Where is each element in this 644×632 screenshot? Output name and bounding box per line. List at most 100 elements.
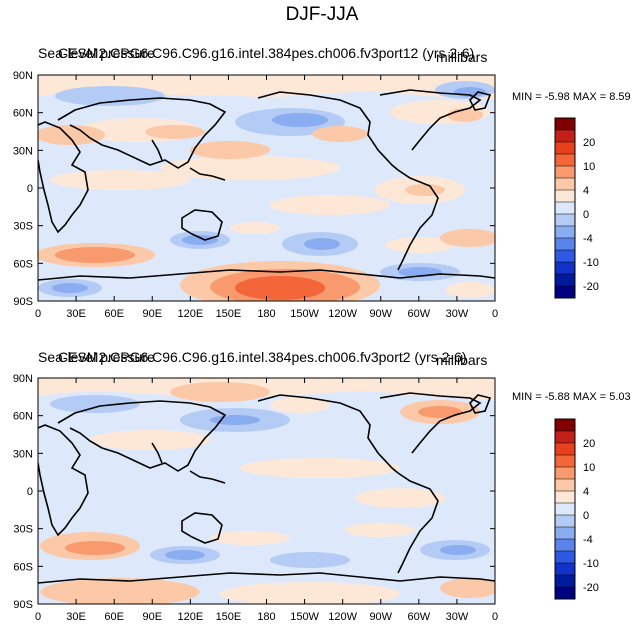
panel2-case-title: CESM2.CPG6.C96.C96.g16.intel.384pes.ch00… (58, 349, 467, 365)
map2-x-tick-label: 0 (492, 611, 498, 623)
map1-x-tick-label: 150E (216, 308, 242, 320)
map1-x-tick-label: 150W (290, 308, 319, 320)
colorbar1-swatch (555, 250, 575, 263)
colorbar1-swatch (555, 130, 575, 143)
map2-x-tick-label: 150E (216, 611, 242, 623)
panel2-min-value: -5.88 (544, 391, 570, 403)
colorbar1-swatch (555, 178, 575, 191)
colorbar2-swatch (555, 563, 575, 576)
colorbar2-swatch (555, 431, 575, 444)
colorbar2-label: 20 (583, 438, 595, 450)
colorbar1-swatch (555, 154, 575, 167)
colorbar1-label: 20 (583, 137, 595, 149)
panel1-min-label: MIN = (512, 91, 542, 103)
colorbar2-swatch (555, 515, 575, 528)
colorbar2-swatch (555, 491, 575, 504)
map2-y-tick-label: 90S (13, 599, 33, 611)
map1-x-tick-label: 90E (142, 308, 162, 320)
map1-y-tick-label: 30N (13, 145, 33, 157)
map1-x-tick-label: 30E (66, 308, 86, 320)
map2-axes: 0 30E 60E 90E 120E 150E 180 150W 120W 90W 60W 30W 09… (13, 373, 498, 623)
colorbar1-swatch (555, 274, 575, 287)
colorbar2-label: -20 (583, 582, 599, 594)
panel1-overlay-title: Sea-level pressure (38, 45, 155, 61)
colorbar2-label: -10 (583, 558, 599, 570)
map2-y-tick-label: 60N (13, 411, 33, 423)
map2-x-tick-label: 90E (142, 611, 162, 623)
panel1-units: millibars (436, 49, 488, 65)
colorbar2-swatch (555, 539, 575, 552)
colorbar2: 20 10 4 0 -4 -10 -20 (554, 418, 599, 600)
colorbar1-swatch (555, 238, 575, 251)
panel2-overlay-title: Sea-level pressure (38, 349, 155, 365)
map1-x-tick-label: 0 (492, 308, 498, 320)
page-title: DJF-JJA (285, 4, 359, 25)
colorbar1-label: -4 (583, 233, 593, 245)
map1: 0 30E 60E 90E 120E 150E 180 150W 120W 90W 60W 30W 09… (13, 70, 498, 320)
map2-x-tick-label: 30W (446, 611, 469, 623)
colorbar2-swatch (555, 527, 575, 540)
colorbar1-swatch (555, 214, 575, 227)
colorbar2-swatch (555, 479, 575, 492)
colorbar1-swatch (555, 262, 575, 275)
map2-y-tick-label: 60S (13, 561, 33, 573)
colorbar2-swatch (555, 455, 575, 468)
colorbar1-label: 10 (583, 161, 595, 173)
colorbar2-swatch (555, 551, 575, 564)
panel1-minmax: MIN = -5.98 MAX = 8.59 (512, 91, 631, 103)
colorbar1: 20 10 4 0 -4 -10 -20 (554, 117, 599, 299)
map1-y-tick-label: 90N (13, 70, 33, 82)
colorbar2-label: 10 (583, 462, 595, 474)
map1-axes: 0 30E 60E 90E 120E 150E 180 150W 120W 90W 60W 30W 09… (13, 70, 498, 320)
panel2-minmax: MIN = -5.88 MAX = 5.03 (512, 391, 631, 403)
map2-y-tick-label: 90N (13, 373, 33, 385)
map1-x-tick-label: 60W (408, 308, 431, 320)
colorbar1-frame (554, 117, 576, 299)
colorbar1-swatch (555, 286, 575, 299)
map1-y-tick-label: 30S (13, 221, 33, 233)
map1-x-tick-label: 120W (328, 308, 357, 320)
map1-x-tick-label: 90W (369, 308, 392, 320)
map2: 0 30E 60E 90E 120E 150E 180 150W 120W 90W 60W 30W 09… (13, 373, 498, 623)
map1-y-tick-label: 60N (13, 108, 33, 120)
map2-y-tick-label: 30N (13, 448, 33, 460)
map2-x-tick-label: 180 (257, 611, 275, 623)
colorbar2-swatch (555, 443, 575, 456)
colorbar2-swatch (555, 503, 575, 516)
colorbar2-swatch (555, 575, 575, 588)
panel1-case-title: CESM2.CPG6.C96.C96.g16.intel.384pes.ch00… (58, 45, 475, 61)
panel2-min-label: MIN = (512, 391, 542, 403)
panel2-units: millibars (436, 352, 488, 368)
map1-y-tick-label: 90S (13, 296, 33, 308)
map2-x-tick-label: 0 (35, 611, 41, 623)
colorbar2-swatch (555, 419, 575, 432)
colorbar2-label: 0 (583, 510, 589, 522)
colorbar1-swatch (555, 202, 575, 215)
colorbar2-frame (554, 418, 576, 600)
colorbar1-label: 4 (583, 185, 589, 197)
map1-x-tick-label: 120E (177, 308, 203, 320)
panel2-max-value: 5.03 (609, 391, 631, 403)
map1-contour-fills (38, 75, 495, 301)
map1-x-tick-label: 0 (35, 308, 41, 320)
colorbar1-label: 0 (583, 209, 589, 221)
map2-coastlines (38, 392, 495, 584)
colorbar1-swatch (555, 118, 575, 131)
colorbar1-swatch (555, 166, 575, 179)
map2-y-tick-label: 0 (27, 486, 33, 498)
map1-y-tick-label: 60S (13, 258, 33, 270)
colorbar1-swatch (555, 142, 575, 155)
colorbar2-label: 4 (583, 486, 589, 498)
map1-y-tick-label: 0 (27, 183, 33, 195)
map2-x-tick-label: 150W (290, 611, 319, 623)
map1-x-tick-label: 180 (257, 308, 275, 320)
panel1-max-value: 8.59 (609, 91, 631, 103)
colorbar2-label: -4 (583, 534, 593, 546)
map2-y-tick-label: 30S (13, 524, 33, 536)
map1-x-tick-label: 30W (446, 308, 469, 320)
panel1-max-label: MAX = (572, 91, 607, 103)
map1-x-tick-label: 60E (104, 308, 124, 320)
map1-coastlines (38, 89, 495, 281)
map2-x-tick-label: 60E (104, 611, 124, 623)
